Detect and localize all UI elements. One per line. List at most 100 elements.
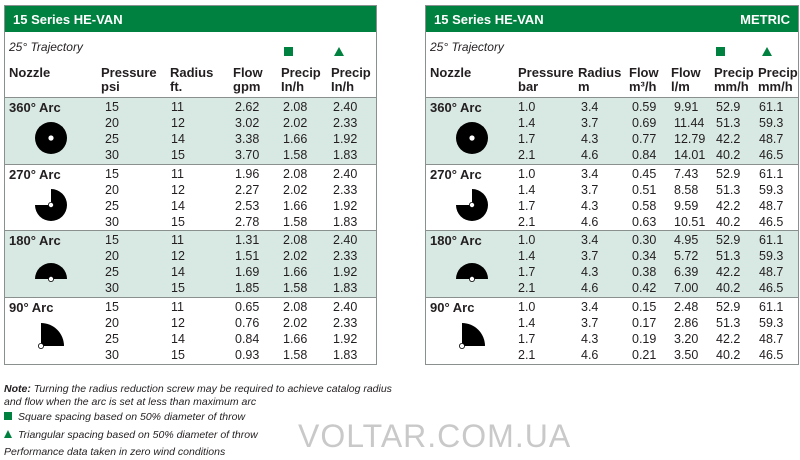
table-cell: 46.5 (759, 347, 784, 362)
table-cell: 3.38 (235, 132, 260, 146)
table-cell: 2.08 (283, 166, 308, 181)
table-cell: 14.01 (674, 148, 706, 162)
table-cell: 1.4 (518, 182, 536, 197)
table-cell: 1.4 (518, 116, 536, 130)
us-performance-table: 15 Series HE-VAN 25° Trajectory Nozzle P… (4, 5, 377, 365)
table-cell: 1.0 (518, 233, 536, 247)
table-cell: 12 (171, 315, 185, 330)
note-line-1: Note: Turning the radius reduction screw… (4, 383, 392, 395)
table-cell: 1.4 (518, 249, 536, 263)
table-cell: 2.08 (283, 233, 308, 247)
table-cell: 14 (171, 331, 185, 346)
metric-header-flow-l: Flow l/m (671, 65, 701, 94)
table-cell: 3.4 (581, 100, 599, 114)
table-cell: 61.1 (759, 299, 784, 314)
table-cell: 0.45 (632, 166, 657, 181)
nozzle-arc-90-icon (458, 320, 488, 355)
square-spacing-icon (716, 47, 725, 56)
table-cell: 1.0 (518, 100, 536, 114)
table-cell: 6.39 (674, 265, 699, 279)
metric-trajectory: 25° Trajectory (430, 40, 504, 54)
wind-note: Performance data taken in zero wind cond… (4, 446, 226, 458)
table-cell: 40.2 (716, 347, 741, 362)
table-cell: 1.58 (283, 148, 308, 162)
table-cell: 0.19 (632, 331, 657, 346)
table-cell: 2.40 (333, 299, 358, 314)
table-cell: 0.63 (632, 214, 657, 229)
table-cell: 3.20 (674, 331, 699, 346)
table-cell: 11.44 (674, 116, 705, 130)
table-cell: 4.6 (581, 148, 599, 162)
table-cell: 61.1 (759, 100, 784, 114)
table-cell: 7.43 (674, 166, 699, 181)
table-cell: 1.4 (518, 315, 536, 330)
table-cell: 1.92 (333, 198, 358, 213)
table-cell: 1.7 (518, 132, 536, 146)
table-cell: 30 (105, 214, 119, 229)
table-cell: 1.7 (518, 331, 536, 346)
table-cell: 2.33 (333, 315, 358, 330)
table-cell: 25 (105, 198, 119, 213)
metric-arc-group-180: 180° Arc 1.0 3.4 0.30 4.95 52.9 61.1 1.4 3.7 0.34… (426, 230, 798, 298)
table-cell: 0.84 (235, 331, 260, 346)
metric-header-precip-square: Precip mm/h (714, 65, 754, 94)
metric-table-title: 15 Series HE-VAN (434, 11, 544, 27)
table-cell: 2.33 (333, 182, 358, 197)
table-cell: 48.7 (759, 198, 784, 213)
table-cell: 20 (105, 182, 119, 197)
square-spacing-icon (284, 47, 293, 56)
table-cell: 20 (105, 315, 119, 330)
table-cell: 25 (105, 265, 119, 279)
table-cell: 2.08 (283, 100, 308, 114)
table-cell: 4.6 (581, 214, 599, 229)
table-cell: 2.27 (235, 182, 260, 197)
table-cell: 4.6 (581, 281, 599, 295)
table-cell: 42.2 (716, 265, 741, 279)
table-cell: 52.9 (716, 166, 741, 181)
table-cell: 1.83 (333, 281, 358, 295)
table-cell: 2.33 (333, 116, 358, 130)
table-cell: 42.2 (716, 198, 741, 213)
table-cell: 59.3 (759, 315, 784, 330)
table-cell: 2.1 (518, 281, 536, 295)
table-cell: 0.15 (632, 299, 657, 314)
table-cell: 1.0 (518, 166, 536, 181)
table-cell: 30 (105, 148, 119, 162)
table-cell: 52.9 (716, 100, 741, 114)
metric-header-flow-m3: Flow m³/h (629, 65, 659, 94)
arc-label: 270° Arc (9, 166, 61, 182)
table-cell: 9.59 (674, 198, 699, 213)
table-cell: 1.83 (333, 347, 358, 362)
us-header-radius: Radius ft. (170, 65, 214, 94)
table-cell: 61.1 (759, 233, 784, 247)
table-cell: 46.5 (759, 214, 784, 229)
table-cell: 2.08 (283, 299, 308, 314)
table-cell: 1.85 (235, 281, 260, 295)
metric-header-precip-triangle: Precip mm/h (758, 65, 798, 94)
triangle-spacing-icon (762, 47, 772, 56)
table-cell: 0.51 (632, 182, 657, 197)
table-cell: 1.7 (518, 265, 536, 279)
table-cell: 0.38 (632, 265, 657, 279)
table-cell: 3.02 (235, 116, 260, 130)
table-cell: 1.83 (333, 214, 358, 229)
nozzle-arc-180-icon (33, 261, 69, 288)
triangle-icon (4, 430, 12, 438)
table-cell: 3.7 (581, 116, 599, 130)
table-cell: 1.92 (333, 132, 358, 146)
table-cell: 0.34 (632, 249, 657, 263)
table-cell: 3.4 (581, 166, 599, 181)
table-cell: 25 (105, 331, 119, 346)
table-cell: 12 (171, 249, 185, 263)
table-cell: 0.58 (632, 198, 657, 213)
table-cell: 2.02 (283, 116, 308, 130)
watermark: VOLTAR.COM.UA (298, 418, 572, 454)
arc-label: 360° Arc (430, 100, 482, 115)
table-cell: 3.7 (581, 182, 599, 197)
table-cell: 1.69 (235, 265, 260, 279)
table-cell: 42.2 (716, 132, 741, 146)
table-cell: 7.00 (674, 281, 699, 295)
table-cell: 20 (105, 116, 119, 130)
table-cell: 2.02 (283, 182, 308, 197)
table-cell: 30 (105, 347, 119, 362)
